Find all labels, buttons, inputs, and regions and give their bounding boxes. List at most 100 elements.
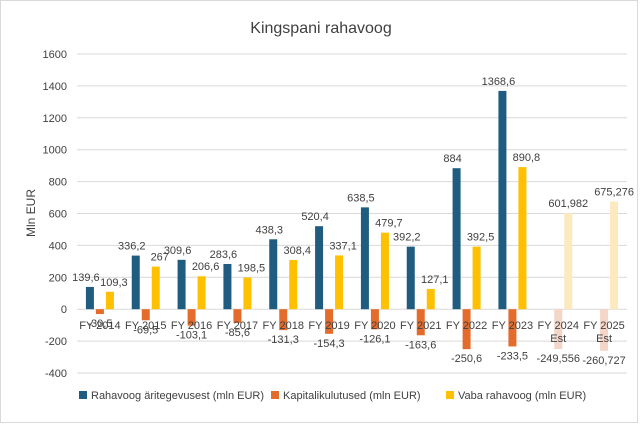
data-label: -260,727 (582, 355, 625, 367)
x-tick-label: FY 2024 (538, 320, 579, 332)
x-tick-label: FY 2020 (354, 320, 395, 332)
label-layer: 139,6 -30,5 109,3 FY 2014 336,2 -69,5 267 FY 20… (72, 76, 634, 367)
data-label: 601,982 (548, 198, 588, 210)
y-tick-label: -200 (45, 336, 67, 348)
x-tick-label: FY 2016 (171, 320, 212, 332)
legend-item: Vaba rahavoog (mln EUR) (446, 390, 586, 402)
bar-series-1 (315, 226, 324, 310)
data-label: 206,6 (192, 261, 220, 273)
data-label: 675,276 (594, 186, 634, 198)
data-label: 127,1 (421, 274, 449, 286)
data-label: 198,5 (238, 263, 266, 275)
y-tick-label: 0 (61, 304, 67, 316)
data-label: 520,4 (301, 211, 329, 223)
bar-series-3 (243, 277, 252, 310)
legend-label: Vaba rahavoog (mln EUR) (458, 390, 586, 402)
x-tick-label: FY 2014 (79, 320, 120, 332)
data-label: -250,6 (451, 353, 482, 365)
bar-series-2 (462, 309, 471, 350)
bar-series-1 (223, 263, 232, 310)
data-label: 890,8 (513, 152, 541, 164)
bar-series-1 (85, 286, 94, 310)
legend-swatch (271, 391, 279, 399)
bar-series-2 (325, 309, 334, 334)
data-label: -154,3 (313, 338, 344, 350)
bar-series-3 (151, 266, 160, 310)
data-label: 139,6 (72, 272, 100, 284)
data-label: -163,6 (405, 339, 436, 351)
bar-series-3 (564, 213, 573, 310)
bar-series-2 (141, 309, 150, 321)
bar-series-3 (289, 260, 298, 310)
bar-series-3 (335, 255, 344, 310)
x-tick-label: FY 2017 (217, 320, 258, 332)
data-label: 392,2 (393, 232, 421, 244)
y-tick-label: 1200 (43, 113, 67, 125)
chart-title: Kingspani rahavoog (250, 20, 391, 37)
x-tick-label: Est (550, 333, 566, 345)
data-label: 392,5 (467, 232, 495, 244)
data-label: -131,3 (268, 334, 299, 346)
legend-swatch (446, 391, 454, 399)
data-label: 267 (151, 252, 169, 264)
bar-series-3 (105, 291, 114, 310)
bar-series-3 (472, 246, 481, 310)
y-tick-label: 1400 (43, 81, 67, 93)
bar-series-1 (452, 168, 461, 310)
bar-series-1 (131, 255, 140, 310)
x-tick-label: FY 2023 (492, 320, 533, 332)
legend-item: Kapitalikulutused (mln EUR) (271, 390, 421, 402)
x-tick-label: FY 2018 (263, 320, 304, 332)
data-label: 309,6 (164, 245, 192, 257)
data-label: -233,5 (497, 350, 528, 362)
data-label: 283,6 (210, 249, 238, 261)
y-tick-label: 1600 (43, 49, 67, 61)
y-tick-label: 1000 (43, 145, 67, 157)
data-label: 638,5 (347, 192, 375, 204)
bar-series-3 (518, 167, 527, 310)
bar-series-1 (360, 207, 369, 310)
bar-series-2 (233, 309, 242, 323)
bar-series-1 (269, 239, 278, 310)
data-label: 336,2 (118, 241, 146, 253)
data-label: -126,1 (359, 333, 390, 345)
data-label: 479,7 (375, 218, 403, 230)
bar-series-3 (380, 232, 389, 310)
x-tick-label: FY 2025 (583, 320, 624, 332)
bar-series-3 (197, 276, 206, 310)
data-label: -30,5 (87, 318, 112, 330)
y-tick-label: 400 (49, 240, 67, 252)
x-tick-label: FY 2015 (125, 320, 166, 332)
legend-item: Rahavoog äritegevusest (mln EUR) (79, 390, 264, 402)
data-label: -103,1 (176, 330, 207, 342)
y-tick-label: 200 (49, 272, 67, 284)
y-axis-title: Mln EUR (24, 189, 38, 237)
x-tick-label: Est (596, 333, 612, 345)
data-label: 884 (443, 153, 461, 165)
data-label: 308,4 (283, 245, 311, 257)
bar-series-1 (177, 259, 186, 310)
grid-layer: -400 -200 0 200 400 600 800 1000 1200 1400 1600 (43, 49, 627, 380)
y-tick-label: -400 (45, 368, 67, 380)
bar-series-1 (498, 90, 507, 310)
data-label: -85,6 (225, 327, 250, 339)
bar-series-2 (508, 309, 517, 347)
data-label: 109,3 (100, 277, 128, 289)
bar-series-3 (426, 288, 435, 310)
data-label: 1368,6 (482, 76, 516, 88)
y-tick-label: 800 (49, 177, 67, 189)
bar-series-2 (600, 309, 609, 351)
bar-series-2 (95, 309, 104, 315)
data-label: -249,556 (537, 353, 580, 365)
legend-label: Kapitalikulutused (mln EUR) (283, 390, 421, 402)
bar-series-2 (554, 309, 563, 350)
x-tick-label: FY 2021 (400, 320, 441, 332)
data-label: -69,5 (133, 324, 158, 336)
data-label: 438,3 (255, 224, 283, 236)
bar-series-2 (416, 309, 425, 336)
legend: Rahavoog äritegevusest (mln EUR) Kapitali… (79, 390, 586, 402)
bar-series-2 (187, 309, 196, 326)
bar-series-2 (279, 309, 288, 331)
